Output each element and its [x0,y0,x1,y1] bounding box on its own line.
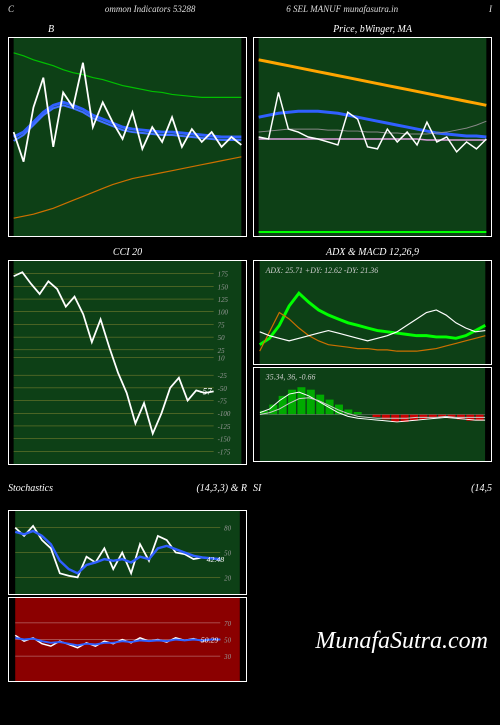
stoch-tm2: SI [253,483,261,494]
svg-text:70: 70 [224,621,231,628]
svg-text:80: 80 [224,526,231,533]
stoch-panel: 20 50 80 42.48 [8,510,247,595]
adx-title: ADX & MACD 12,26,9 [253,241,492,260]
svg-text:-125: -125 [218,424,231,431]
svg-text:50: 50 [218,335,225,342]
svg-text:150: 150 [218,284,229,291]
macd-panel: 35.34, 36, -0.66 [253,367,492,462]
svg-text:30: 30 [223,654,231,661]
svg-text:175: 175 [218,272,229,279]
stoch-tr: (14,5 [471,483,492,494]
hdr-mid1: ommon Indicators 53288 [105,4,196,14]
svg-text:50: 50 [224,550,231,557]
svg-text:10: 10 [218,355,225,362]
svg-text:20: 20 [224,575,231,582]
svg-text:42.48: 42.48 [207,555,225,564]
svg-text:-75: -75 [218,399,228,406]
svg-text:-100: -100 [218,411,231,418]
svg-text:75: 75 [218,322,225,329]
svg-text:-25: -25 [218,373,228,380]
svg-text:-50: -50 [218,386,228,393]
svg-text:-175: -175 [218,449,231,456]
watermark-text: MunafaSutra.com [315,628,488,655]
watermark-area [253,510,492,682]
adx-panel: ADX: 25.71 +DY: 12.62 -DY: 21.36 [253,260,492,365]
svg-text:100: 100 [218,310,229,317]
hdr-left: C [8,4,14,14]
svg-text:25: 25 [218,348,225,355]
rsi-panel: 30 50 70 50.29 [8,597,247,682]
cci-title: CCI 20 [8,241,247,260]
price-ma-title: Price, bWinger, MA [253,18,492,37]
stoch-tm: (14,3,3) & R [196,483,247,494]
price-ma-panel [253,37,492,237]
svg-text:125: 125 [218,297,229,304]
svg-text:-57: -57 [200,386,212,396]
cci-panel: 175 150 125 100 75 50 2510 -25 -50 -75 -100 -125 -15… [8,260,247,465]
stoch-tl: Stochastics [8,483,53,494]
bollinger-title: B [8,18,247,37]
svg-text:-150: -150 [218,437,231,444]
svg-text:50: 50 [224,637,231,644]
svg-text:ADX: 25.71 +DY: 12.62 -DY: 21: ADX: 25.71 +DY: 12.62 -DY: 21.36 [265,266,379,275]
svg-text:35.34, 36, -0.66: 35.34, 36, -0.66 [265,373,316,382]
bollinger-panel [8,37,247,237]
page-header: C ommon Indicators 53288 6 SEL MANUF mun… [0,0,500,18]
hdr-right: I [489,4,492,14]
hdr-mid2: 6 SEL MANUF munafasutra.in [286,4,398,14]
svg-text:50.29: 50.29 [201,635,219,644]
